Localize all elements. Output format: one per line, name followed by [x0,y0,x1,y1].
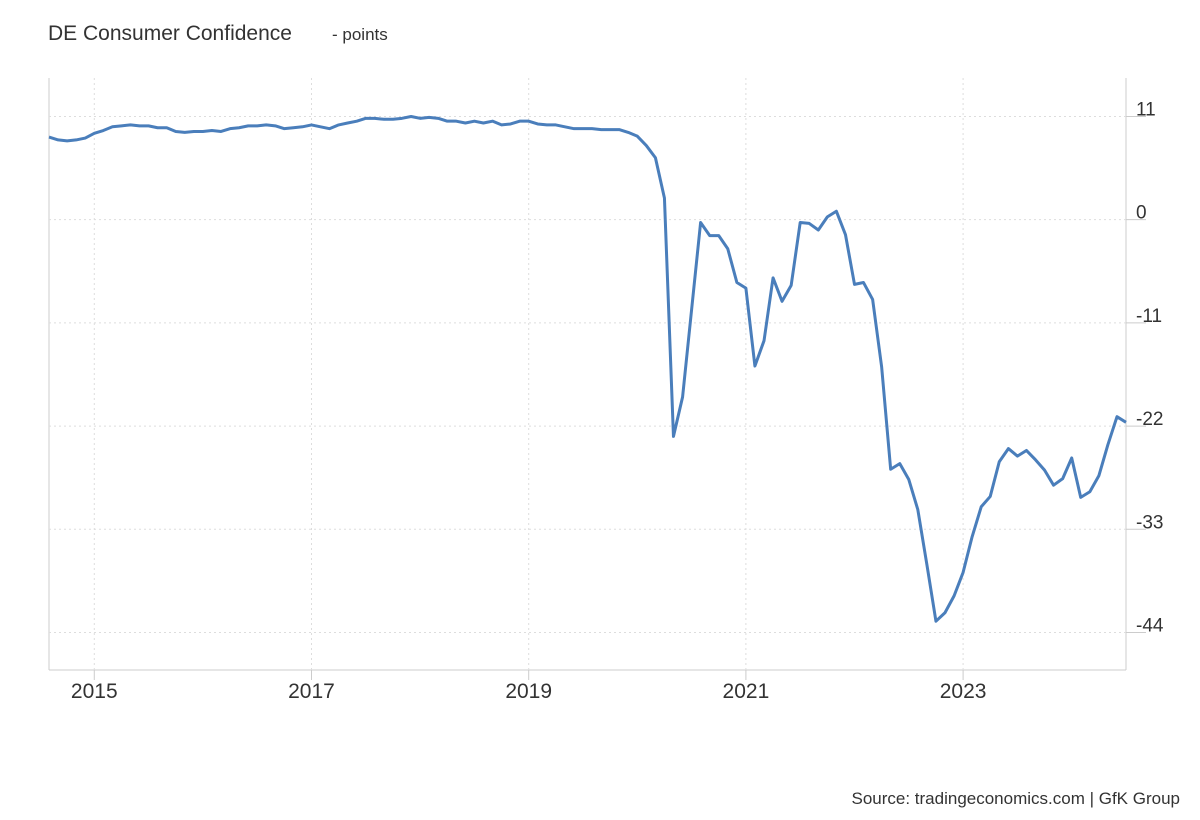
x-tick-label: 2017 [288,680,335,703]
x-tick-label: 2021 [723,680,770,703]
x-tick-label: 2023 [940,680,987,703]
x-tick-label: 2015 [71,680,118,703]
chart-subtitle: - points [332,25,388,44]
data-line [48,114,1127,623]
y-tick-label: -44 [1136,615,1164,636]
y-tick-label: -11 [1136,306,1162,327]
chart-title: DE Consumer Confidence [48,22,292,45]
y-tick-label: 11 [1136,99,1156,120]
y-tick-label: 0 [1136,203,1147,224]
source: Source: tradingeconomics.com | GfK Group [851,789,1180,808]
x-tick-label: 2019 [505,680,552,703]
y-tick-label: -33 [1136,512,1163,533]
y-tick-label: -22 [1136,409,1163,430]
